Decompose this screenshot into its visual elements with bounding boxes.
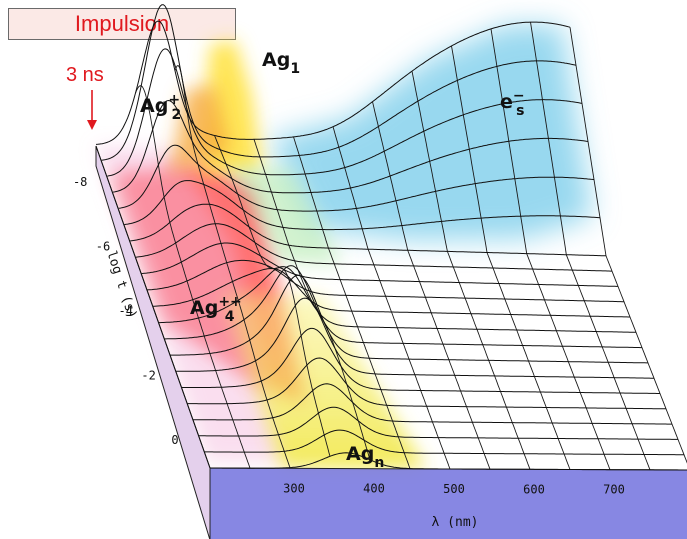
- spectrum-curve: [158, 266, 636, 333]
- spectrum-curve: [192, 383, 672, 425]
- spectrum-curve: [113, 99, 589, 194]
- spectrum-curve: [170, 274, 648, 364]
- spectrum-curve: [198, 406, 678, 440]
- spectrum-curve: [124, 180, 601, 231]
- x-tick-label: 700: [603, 483, 625, 497]
- pulse-marker: 3 ns: [66, 64, 104, 130]
- x-tick-label: 500: [443, 482, 465, 496]
- pulse-time-label: 3 ns: [66, 64, 104, 86]
- agn-wash: [222, 292, 426, 469]
- spectrum-curve: [101, 4, 577, 161]
- y-tick-label: 0: [171, 433, 178, 447]
- spectrum-curve: [130, 203, 606, 257]
- x-tick-label: 600: [523, 482, 545, 496]
- spectrum-curve: [107, 48, 583, 177]
- x-axis-label: λ (nm): [432, 515, 479, 530]
- plane-left-edge: [95, 145, 211, 469]
- species-label: Ag++ 4: [190, 294, 242, 325]
- species-label: Ag1: [262, 49, 300, 77]
- spectrum-curve: [187, 357, 666, 410]
- curve-layer: [95, 4, 687, 471]
- y-tick-label: -8: [73, 175, 87, 189]
- green-wash: [228, 166, 343, 265]
- spectrum-curve: [204, 429, 684, 456]
- spectrum-curve: [181, 327, 660, 394]
- species-label: Ag+ 2: [140, 92, 181, 123]
- grid-line-wavelength: [569, 27, 687, 464]
- y-tick-label: -2: [141, 368, 155, 382]
- spectrum-curve: [147, 259, 624, 303]
- species-label: e− s: [500, 88, 525, 119]
- y-tick-label: -4: [119, 304, 133, 318]
- spectrum-curve: [141, 242, 618, 287]
- spectrum-curve: [175, 297, 654, 379]
- impulse-label-box: Impulsion: [8, 8, 236, 40]
- spectrum-curve: [95, 20, 571, 145]
- pulse-arrow-head: [87, 120, 97, 130]
- spectrum-curve: [152, 267, 630, 318]
- spectrum-curve: [135, 223, 612, 272]
- y-tick-label: -6: [96, 240, 110, 254]
- pink-wash: [96, 146, 288, 462]
- species-label: Agn: [346, 443, 384, 471]
- spectrum-curve: [210, 452, 687, 471]
- spectrum-curve: [164, 265, 642, 349]
- x-tick-label: 300: [283, 481, 305, 495]
- x-tick-label: 400: [363, 482, 385, 496]
- spectrum-curve: [118, 144, 595, 212]
